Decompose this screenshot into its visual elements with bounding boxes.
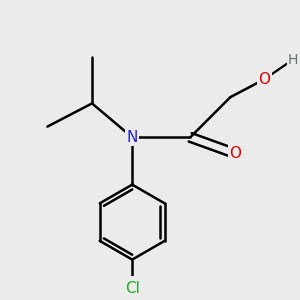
Text: H: H	[288, 53, 298, 67]
Text: O: O	[258, 72, 270, 87]
Text: O: O	[229, 146, 241, 161]
Text: Cl: Cl	[125, 281, 140, 296]
Text: N: N	[127, 130, 138, 145]
